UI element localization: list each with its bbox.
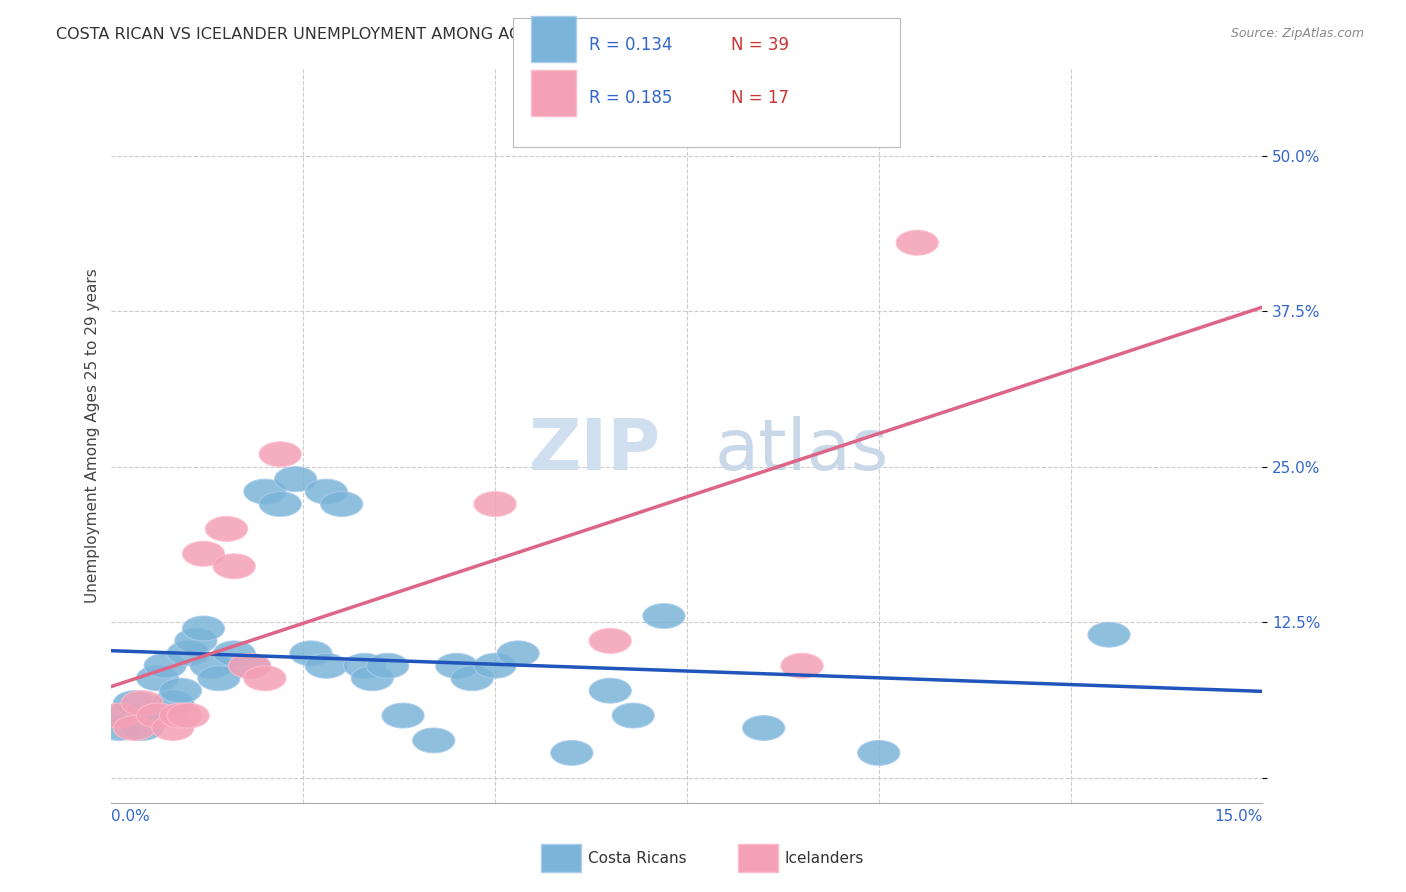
Ellipse shape	[114, 715, 156, 740]
Ellipse shape	[214, 554, 256, 579]
Ellipse shape	[474, 653, 516, 678]
Text: 15.0%: 15.0%	[1215, 809, 1263, 824]
Ellipse shape	[290, 640, 332, 665]
Ellipse shape	[98, 703, 141, 728]
Ellipse shape	[343, 653, 385, 678]
Ellipse shape	[152, 690, 194, 715]
Text: N = 17: N = 17	[731, 89, 789, 107]
Ellipse shape	[159, 678, 201, 703]
Text: atlas: atlas	[714, 416, 889, 484]
Ellipse shape	[159, 703, 201, 728]
Ellipse shape	[612, 703, 654, 728]
Ellipse shape	[243, 665, 285, 690]
Ellipse shape	[183, 616, 225, 640]
Ellipse shape	[858, 740, 900, 765]
Ellipse shape	[412, 728, 454, 753]
Ellipse shape	[228, 653, 270, 678]
Ellipse shape	[105, 703, 148, 728]
Ellipse shape	[121, 690, 163, 715]
Text: R = 0.185: R = 0.185	[589, 89, 672, 107]
Ellipse shape	[259, 491, 301, 516]
Ellipse shape	[167, 640, 209, 665]
Ellipse shape	[742, 715, 785, 740]
Ellipse shape	[190, 653, 232, 678]
Text: ZIP: ZIP	[529, 416, 661, 484]
Ellipse shape	[214, 640, 256, 665]
Text: 0.0%: 0.0%	[111, 809, 150, 824]
Ellipse shape	[321, 491, 363, 516]
Ellipse shape	[98, 715, 141, 740]
Text: N = 39: N = 39	[731, 36, 789, 54]
Text: Source: ZipAtlas.com: Source: ZipAtlas.com	[1230, 27, 1364, 40]
Ellipse shape	[1088, 623, 1130, 647]
Ellipse shape	[589, 678, 631, 703]
Ellipse shape	[243, 479, 285, 504]
Ellipse shape	[205, 516, 247, 541]
Ellipse shape	[474, 491, 516, 516]
Ellipse shape	[259, 442, 301, 467]
Text: R = 0.134: R = 0.134	[589, 36, 672, 54]
Ellipse shape	[896, 230, 938, 255]
Ellipse shape	[183, 541, 225, 566]
Ellipse shape	[228, 653, 270, 678]
Ellipse shape	[129, 703, 172, 728]
Ellipse shape	[121, 715, 163, 740]
Y-axis label: Unemployment Among Ages 25 to 29 years: Unemployment Among Ages 25 to 29 years	[86, 268, 100, 603]
Text: Icelanders: Icelanders	[785, 851, 863, 865]
Ellipse shape	[136, 665, 179, 690]
Ellipse shape	[143, 653, 186, 678]
Ellipse shape	[352, 665, 394, 690]
Ellipse shape	[436, 653, 478, 678]
Ellipse shape	[367, 653, 409, 678]
Ellipse shape	[589, 629, 631, 653]
Ellipse shape	[382, 703, 425, 728]
Ellipse shape	[174, 629, 217, 653]
Ellipse shape	[451, 665, 494, 690]
Ellipse shape	[305, 479, 347, 504]
Ellipse shape	[167, 703, 209, 728]
Ellipse shape	[274, 467, 316, 491]
Ellipse shape	[305, 653, 347, 678]
Ellipse shape	[551, 740, 593, 765]
Text: Costa Ricans: Costa Ricans	[588, 851, 686, 865]
Text: COSTA RICAN VS ICELANDER UNEMPLOYMENT AMONG AGES 25 TO 29 YEARS CORRELATION CHAR: COSTA RICAN VS ICELANDER UNEMPLOYMENT AM…	[56, 27, 856, 42]
Ellipse shape	[114, 690, 156, 715]
Ellipse shape	[136, 703, 179, 728]
Ellipse shape	[198, 665, 240, 690]
Ellipse shape	[152, 715, 194, 740]
Ellipse shape	[780, 653, 823, 678]
Ellipse shape	[643, 604, 685, 629]
Ellipse shape	[496, 640, 540, 665]
